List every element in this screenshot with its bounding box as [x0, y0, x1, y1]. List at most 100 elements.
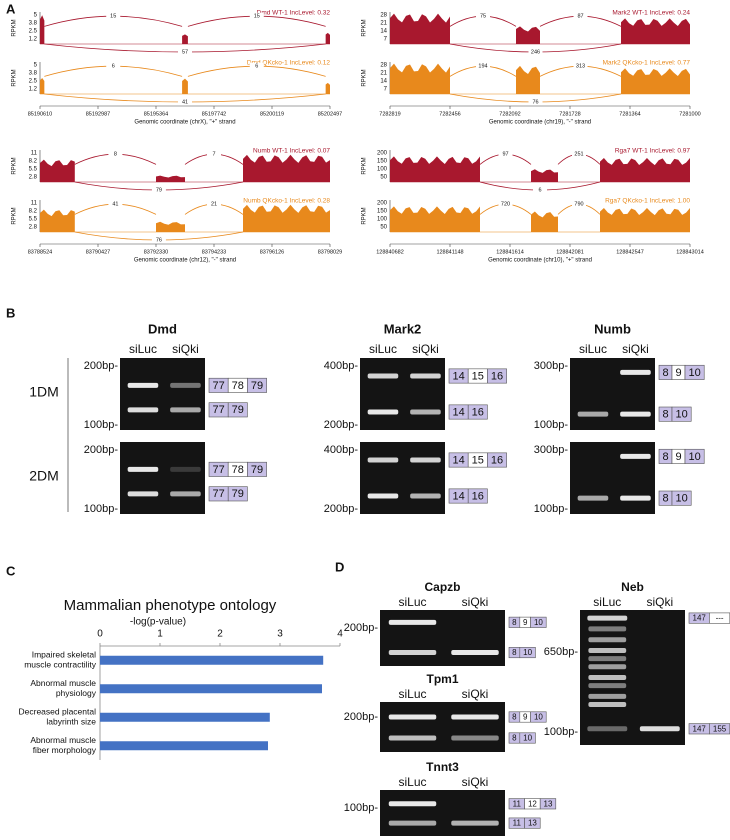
junction-label-bg — [476, 12, 490, 20]
x-tick-label: 7281364 — [619, 111, 640, 117]
exon-label: 16 — [472, 406, 484, 418]
gel-band — [588, 626, 627, 632]
exon-label: 147 — [693, 724, 707, 733]
coverage — [600, 158, 690, 182]
junction-label-bg — [151, 186, 166, 194]
gel-band — [588, 693, 627, 699]
track-ytick: 100 — [377, 217, 388, 223]
exon-label: 10 — [534, 618, 543, 627]
lane-label: siLuc — [398, 687, 426, 701]
junction-label: 790 — [574, 202, 583, 208]
exon-label: 77 — [212, 488, 224, 500]
coverage — [621, 18, 690, 44]
gel-band — [410, 493, 441, 499]
exon-label: 79 — [232, 488, 244, 500]
exon-label: 79 — [251, 380, 263, 392]
exon-label: 78 — [232, 380, 244, 392]
gene-label: Dmd — [148, 321, 177, 336]
junction-label: 6 — [538, 187, 541, 193]
exon-label: 10 — [675, 493, 687, 505]
gene-label: Mark2 — [384, 321, 422, 336]
exon-label: 12 — [528, 799, 537, 808]
exon-label: 14 — [452, 490, 464, 502]
junction-label-bg — [108, 150, 123, 158]
exon-box — [227, 486, 248, 502]
gel-band — [451, 735, 499, 741]
exon-label: 10 — [688, 367, 700, 379]
coverage — [390, 156, 480, 182]
bar — [100, 684, 322, 694]
track-ytick: 200 — [377, 151, 388, 157]
exon-label: --- — [716, 614, 724, 623]
track-ylabel: RPKM — [362, 207, 368, 224]
track-ytick: 11 — [31, 151, 38, 157]
junction-label: 76 — [156, 237, 162, 243]
coverage — [182, 34, 188, 44]
junction-label: 194 — [478, 64, 487, 70]
exon-label: 10 — [523, 648, 532, 657]
gel-band — [451, 650, 499, 656]
exon-box — [519, 647, 536, 659]
exon-label: 16 — [491, 370, 503, 382]
gel-band — [410, 373, 441, 379]
track-ytick: 21 — [380, 21, 387, 27]
gel-band — [587, 726, 628, 732]
y-tick-label: Decreased placental labyrinth size — [19, 707, 97, 727]
coverage — [621, 68, 690, 94]
coverage — [156, 175, 185, 182]
gel-band — [639, 726, 680, 732]
bar — [100, 741, 268, 751]
x-tick-label: 83796126 — [260, 249, 284, 255]
track-title: Dmd QKcko-1 IncLevel: 0.12 — [247, 60, 330, 67]
exon-box — [684, 364, 705, 380]
junction-label-bg — [207, 150, 221, 158]
panel-label: A — [6, 1, 16, 16]
gel-band — [588, 664, 627, 670]
exon-label: 78 — [232, 464, 244, 476]
gel-band — [587, 615, 628, 621]
track-ylabel: RPKM — [12, 19, 18, 36]
exon-label: 155 — [713, 724, 727, 733]
x-tick-label: 85202497 — [318, 111, 342, 117]
gel-image — [360, 358, 445, 430]
gene-label: Tpm1 — [426, 672, 458, 686]
x-tick-label: 83794233 — [202, 249, 226, 255]
lane-label: siQki — [462, 687, 489, 701]
track-ytick: 8.2 — [29, 159, 38, 165]
track-ytick: 11 — [31, 201, 38, 207]
exon-box — [684, 448, 705, 464]
row-label: 1DM — [29, 384, 59, 400]
junction-label: 75 — [480, 14, 486, 20]
gel-band — [588, 683, 627, 689]
exon-label: 79 — [251, 464, 263, 476]
lane-label: siLuc — [369, 342, 397, 356]
track-ytick: 5 — [34, 13, 38, 19]
x-tick-label: 128840682 — [376, 249, 404, 255]
track-ytick: 200 — [377, 201, 388, 207]
exon-label: 14 — [452, 370, 464, 382]
coverage — [40, 78, 45, 94]
track-ytick: 1.2 — [29, 37, 38, 43]
track-ytick: 1.2 — [29, 87, 38, 93]
track-ytick: 2.5 — [29, 29, 38, 35]
junction-label: 6 — [112, 64, 115, 70]
gel-image — [120, 442, 205, 514]
coverage — [390, 63, 450, 94]
coverage — [516, 65, 540, 94]
gel-band — [451, 714, 499, 720]
coverage — [243, 204, 330, 232]
x-tick-label: 7281000 — [679, 111, 700, 117]
junction-label: 97 — [502, 152, 508, 158]
gene-label: Numb — [594, 321, 631, 336]
track-ytick: 21 — [380, 71, 387, 77]
junction-label: 720 — [501, 202, 510, 208]
exon-label: 11 — [513, 819, 522, 828]
gel-band — [588, 648, 627, 653]
track-ytick: 8.2 — [29, 209, 38, 215]
gel-image — [360, 442, 445, 514]
gel-band — [170, 407, 201, 413]
track-ytick: 100 — [377, 167, 388, 173]
track-ytick: 5.5 — [29, 167, 38, 173]
size-marker: 100bp- — [84, 503, 119, 515]
x-tick-label: 128841614 — [496, 249, 524, 255]
